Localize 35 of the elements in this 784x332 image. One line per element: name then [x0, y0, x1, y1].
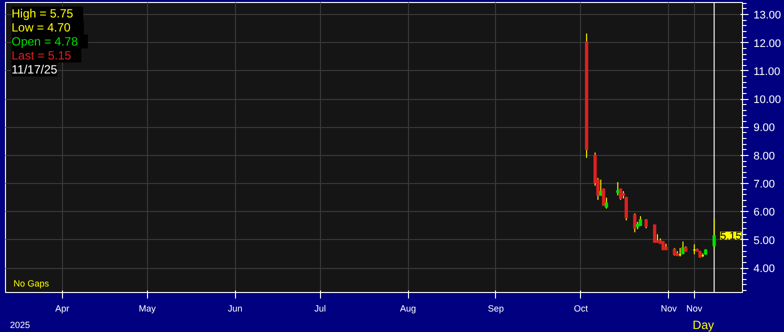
y-tick-label: 11.00: [754, 66, 780, 78]
candlestick: [602, 188, 606, 206]
annotation: Low = 4.70: [12, 20, 71, 34]
y-tick-label: 9.00: [754, 122, 775, 134]
annotation: Open = 4.78: [12, 34, 78, 48]
y-tick-label: 13.00: [754, 10, 782, 22]
candlestick: [616, 182, 620, 196]
x-tick-label: Jul: [314, 304, 326, 314]
candlestick: [604, 197, 608, 210]
x-tick-label: Aug: [400, 304, 416, 314]
x-tick-label: Sep: [488, 304, 504, 314]
y-tick-label: 7.00: [754, 178, 775, 191]
x-tick-label: Nov: [660, 304, 678, 314]
text: Day: [692, 316, 714, 332]
candlestick: [652, 224, 656, 243]
annotation: Last = 5.15: [12, 48, 72, 62]
y-tick-label: 12.00: [754, 38, 782, 50]
x-tick-label: Nov: [686, 304, 703, 314]
y-tick-label: 5.00: [754, 234, 775, 247]
y-tick-label: 8.00: [754, 150, 775, 162]
x-tick-label: Jun: [228, 304, 242, 314]
y-tick-label: 4.00: [754, 263, 775, 276]
annotation: High = 5.75: [12, 6, 74, 20]
candlestick: [599, 179, 602, 196]
annotation: 11/17/25: [12, 62, 58, 76]
annotation: No Gaps: [14, 278, 50, 288]
x-tick-label: Oct: [574, 304, 588, 314]
x-tick-label: May: [138, 304, 156, 314]
y-tick-label: 10.00: [754, 94, 782, 106]
candlestick: [712, 218, 716, 249]
text: 2025: [10, 319, 30, 332]
candlestick: [633, 212, 636, 233]
candlestick: [638, 216, 642, 226]
y-tick-label: 6.00: [754, 206, 775, 219]
x-tick-label: Apr: [55, 304, 70, 314]
